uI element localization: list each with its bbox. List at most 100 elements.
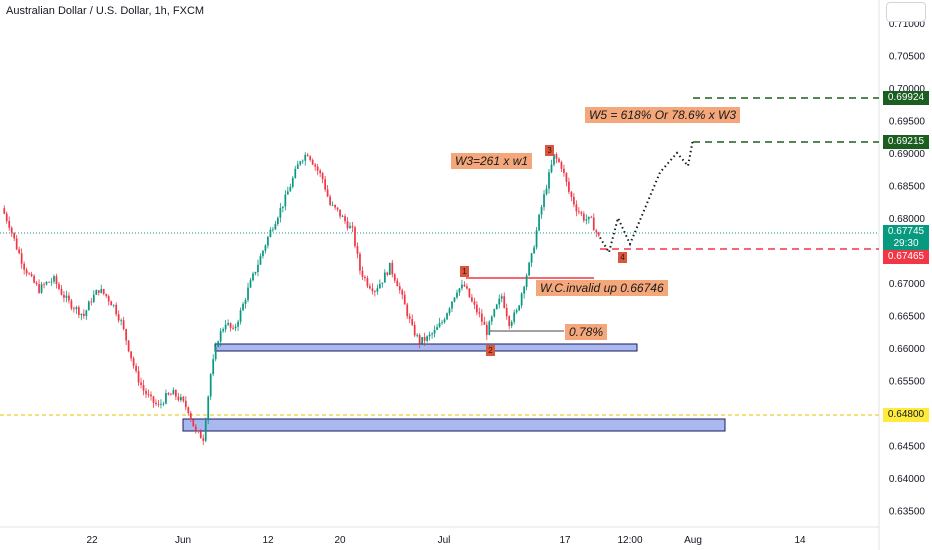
candle-body	[508, 316, 511, 326]
wave-3-marker[interactable]: 3	[545, 145, 554, 156]
candle-body	[336, 207, 339, 210]
candle-body	[570, 191, 573, 197]
candle-body	[371, 288, 374, 292]
candle-body	[505, 307, 508, 317]
candle-body	[587, 216, 590, 220]
candle-body	[162, 403, 165, 405]
candle-body	[254, 272, 257, 274]
candle-body	[184, 400, 187, 408]
support-zone-upper[interactable]	[214, 343, 638, 352]
candle-body	[349, 226, 351, 229]
candle-body	[523, 286, 526, 294]
candle-body	[406, 304, 409, 317]
candle-body	[344, 216, 346, 222]
candle-body	[560, 162, 563, 169]
candle-body	[224, 324, 227, 330]
wave-2-marker[interactable]: 2	[486, 345, 495, 356]
candle-body	[65, 295, 68, 298]
candle-body	[63, 294, 65, 298]
candle-body	[418, 334, 421, 344]
candle-body	[592, 217, 595, 231]
candle-body	[456, 292, 458, 298]
candle-body	[545, 188, 548, 195]
candle-body	[595, 230, 598, 233]
candle-body	[80, 313, 83, 316]
candle-body	[8, 221, 11, 228]
candle-body	[269, 229, 272, 237]
candle-body	[525, 275, 528, 287]
current-price-tag: 0.67745 29:30	[883, 225, 929, 251]
candle-body	[346, 221, 349, 229]
candle-body	[217, 341, 220, 347]
candle-body	[194, 426, 197, 431]
candle-body	[421, 336, 424, 344]
candle-body	[331, 204, 334, 206]
wave-4-marker[interactable]: 4	[618, 252, 627, 263]
candle-body	[423, 336, 426, 341]
candle-body	[413, 324, 416, 336]
candle-body	[553, 154, 555, 165]
support-zone-lower[interactable]	[182, 418, 726, 432]
candle-body	[75, 307, 78, 310]
candle-body	[232, 327, 234, 329]
candle-body	[326, 189, 329, 197]
candle-body	[23, 263, 26, 270]
candle-body	[147, 394, 150, 396]
candle-body	[234, 326, 237, 329]
candle-body	[296, 164, 299, 169]
candle-body	[573, 196, 575, 205]
candle-body	[227, 323, 229, 325]
candle-body	[50, 281, 53, 283]
candle-body	[468, 288, 471, 298]
candle-body	[70, 300, 73, 309]
candle-body	[150, 394, 152, 397]
price-axis-tick-label: 0.71000	[889, 19, 926, 30]
w5-label[interactable]: W5 = 618% Or 78.6% x W3	[585, 107, 741, 123]
wc-invalid-label[interactable]: W.C.invalid up 0.66746	[536, 280, 668, 296]
candle-body	[381, 282, 384, 284]
candle-body	[314, 164, 317, 167]
candle-body	[431, 333, 433, 335]
candle-body	[77, 307, 80, 316]
candle-body	[15, 238, 18, 250]
candle-body	[451, 301, 453, 309]
wave-1-marker[interactable]: 1	[460, 266, 469, 277]
candle-body	[483, 321, 486, 325]
candle-body	[212, 359, 215, 375]
candle-body	[10, 227, 13, 233]
candle-body	[192, 419, 195, 427]
w3-label[interactable]: W3=261 x w1	[451, 153, 533, 169]
candle-body	[276, 217, 279, 225]
candle-body	[130, 351, 132, 359]
candle-body	[222, 329, 225, 332]
candle-body	[543, 194, 545, 208]
candle-body	[145, 390, 147, 395]
candle-body	[319, 170, 322, 174]
candle-body	[242, 303, 244, 311]
candle-body	[488, 321, 491, 335]
chart-mode-button[interactable]	[886, 2, 926, 22]
candle-body	[38, 284, 40, 293]
candle-body	[500, 296, 503, 299]
candle-body	[388, 262, 391, 275]
candle-body	[299, 161, 302, 165]
candle-body	[172, 390, 175, 395]
candle-body	[160, 403, 162, 405]
bar-countdown: 29:30	[893, 238, 919, 249]
candle-body	[259, 256, 262, 265]
retrace-label[interactable]: 0.78%	[565, 324, 608, 340]
candle-body	[28, 273, 30, 275]
candle-body	[279, 207, 282, 218]
candle-body	[40, 284, 43, 293]
candle-body	[68, 295, 70, 301]
candle-body	[446, 313, 448, 320]
time-axis-tick-label: 12	[262, 535, 274, 546]
price-axis-tick-label: 0.64500	[889, 442, 926, 453]
candle-body	[540, 207, 543, 215]
candle-body	[267, 236, 269, 246]
candle-body	[3, 208, 6, 214]
candle-body	[408, 316, 411, 319]
candle-body	[257, 264, 259, 273]
candle-body	[334, 204, 336, 208]
